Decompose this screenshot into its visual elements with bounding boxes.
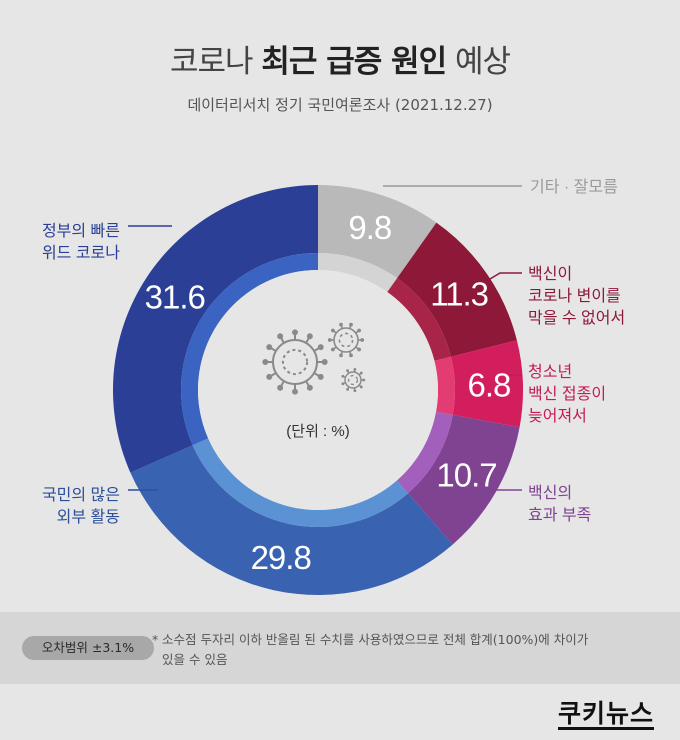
slice-inner-ring-3	[434, 356, 456, 415]
footnote-mark: *	[152, 632, 159, 647]
donut-slices	[113, 185, 523, 595]
footnote-line-1: 소수점 두자리 이하 반올림 된 수치를 사용하였으므로 전체 합계(100%)…	[162, 632, 589, 647]
value-label-6: 31.6	[145, 279, 205, 316]
category-label-4: 백신의 효과 부족	[528, 484, 591, 524]
leader-lines	[128, 185, 522, 491]
slice-3	[450, 340, 523, 428]
category-label-3: 청소년 백신 접종이 늦어져서	[528, 363, 606, 425]
slice-4	[407, 414, 520, 545]
brand-logo: 쿠키뉴스	[557, 694, 654, 730]
category-label-6: 정부의 빠른 위드 코로나	[42, 222, 120, 262]
value-label-5: 29.8	[251, 539, 311, 576]
title-pre: 코로나	[169, 44, 262, 80]
slice-6	[113, 185, 319, 473]
brand-logo-text: 쿠키뉴스	[557, 699, 654, 728]
title-post: 예상	[446, 44, 511, 80]
value-label-1: 9.8	[348, 209, 391, 246]
margin-of-error-badge: 오차범위 ±3.1%	[22, 636, 154, 660]
value-label-4: 10.7	[436, 457, 496, 494]
slice-1	[318, 185, 437, 279]
chart-title: 코로나 최근 급증 원인 예상	[0, 36, 680, 81]
value-label-3: 6.8	[467, 367, 510, 404]
footnote: * 소수점 두자리 이하 반올림 된 수치를 사용하였으므로 전체 합계(100…	[152, 630, 662, 670]
footnote-line-2: 있을 수 있음	[162, 652, 228, 667]
leader-line-2	[479, 272, 522, 286]
slice-2	[397, 222, 517, 357]
unit-label: (단위 : %)	[286, 423, 349, 440]
donut-hole	[198, 270, 438, 510]
slice-inner-ring-6	[181, 253, 318, 446]
slice-5	[130, 445, 453, 595]
donut-chart: (단위 : %) 9.8 11.3 6.8 10.7 29.8 31.6 기타 · 잘모름…	[42, 178, 625, 595]
category-label-2: 백신이 코로나 변이를 막을 수 없어서	[528, 265, 625, 327]
value-labels: 9.8 11.3 6.8 10.7 29.8 31.6	[145, 209, 512, 576]
slice-inner-ring-5	[192, 438, 408, 527]
slice-inner-ring-2	[387, 278, 451, 361]
slice-inner-ring-1	[318, 253, 398, 293]
value-label-2: 11.3	[430, 275, 488, 312]
title-bold: 최근 급증 원인	[261, 44, 447, 80]
chart-subtitle: 데이터리서치 정기 국민여론조사 (2021.12.27)	[187, 96, 493, 114]
category-label-1: 기타 · 잘모름	[530, 178, 618, 196]
slice-inner-ring-4	[396, 411, 453, 494]
category-label-5: 국민의 많은 외부 활동	[42, 486, 120, 526]
virus-icon	[262, 322, 366, 395]
